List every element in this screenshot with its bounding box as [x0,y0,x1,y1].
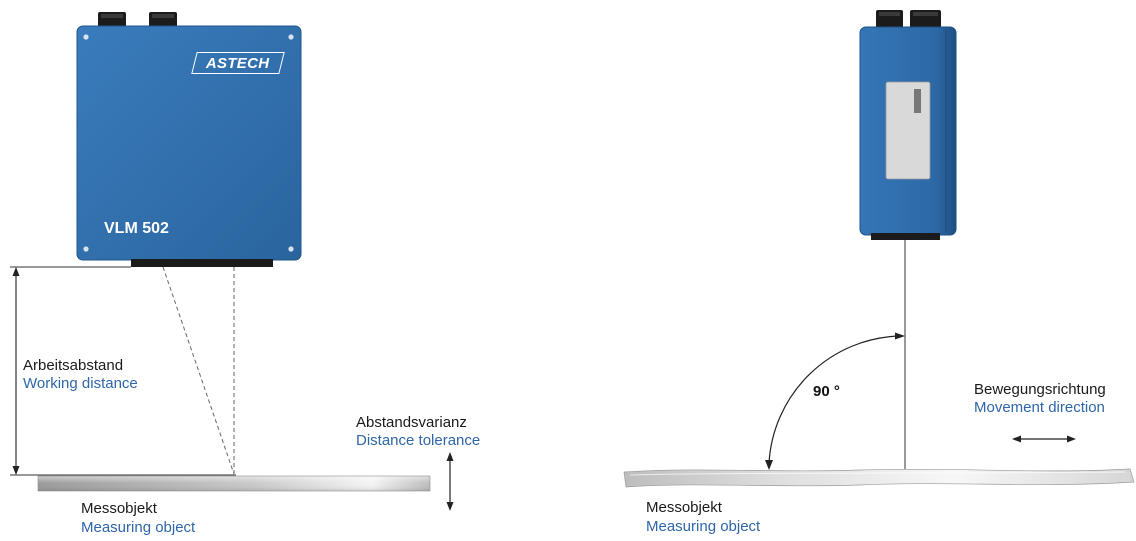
distance-tolerance-arrow [446,452,454,511]
measuring-object-left-label-de: Messobjekt [81,500,157,517]
working-distance-label-en: Working distance [23,375,138,392]
screw [83,246,89,252]
movement-direction-arrow [1012,435,1076,443]
measuring-object-plate-left [37,475,431,492]
measuring-object-right-label-en: Measuring object [646,518,761,535]
right-sensor [859,10,957,240]
measurement-beam [162,266,235,475]
angle-label: 90 ° [813,383,840,400]
screw [288,246,294,252]
left-sensor [76,12,302,267]
model-label: VLM 502 [104,220,169,237]
side-label-plate [885,81,931,180]
brand-logo: ASTECH [191,52,285,74]
brand-text: ASTECH [206,54,270,72]
sensor-window [131,259,273,267]
working-distance-label-de: Arbeitsabstand [23,357,124,374]
working-distance-dimension [10,266,236,476]
measuring-object-left-label-en: Measuring object [81,519,196,536]
sensor-housing [77,26,301,260]
screw [83,34,89,40]
screw [288,34,294,40]
distance-tolerance-label-de: Abstandsvarianz [356,414,467,431]
distance-tolerance-label-en: Distance tolerance [356,432,481,449]
measuring-object-right-label-de: Messobjekt [646,499,722,516]
angle-arc [765,332,905,470]
movement-direction-label-en: Movement direction [974,399,1105,416]
sensor-window [871,233,940,240]
measuring-object-plate-right [623,468,1135,488]
movement-direction-label-de: Bewegungsrichtung [974,381,1106,398]
